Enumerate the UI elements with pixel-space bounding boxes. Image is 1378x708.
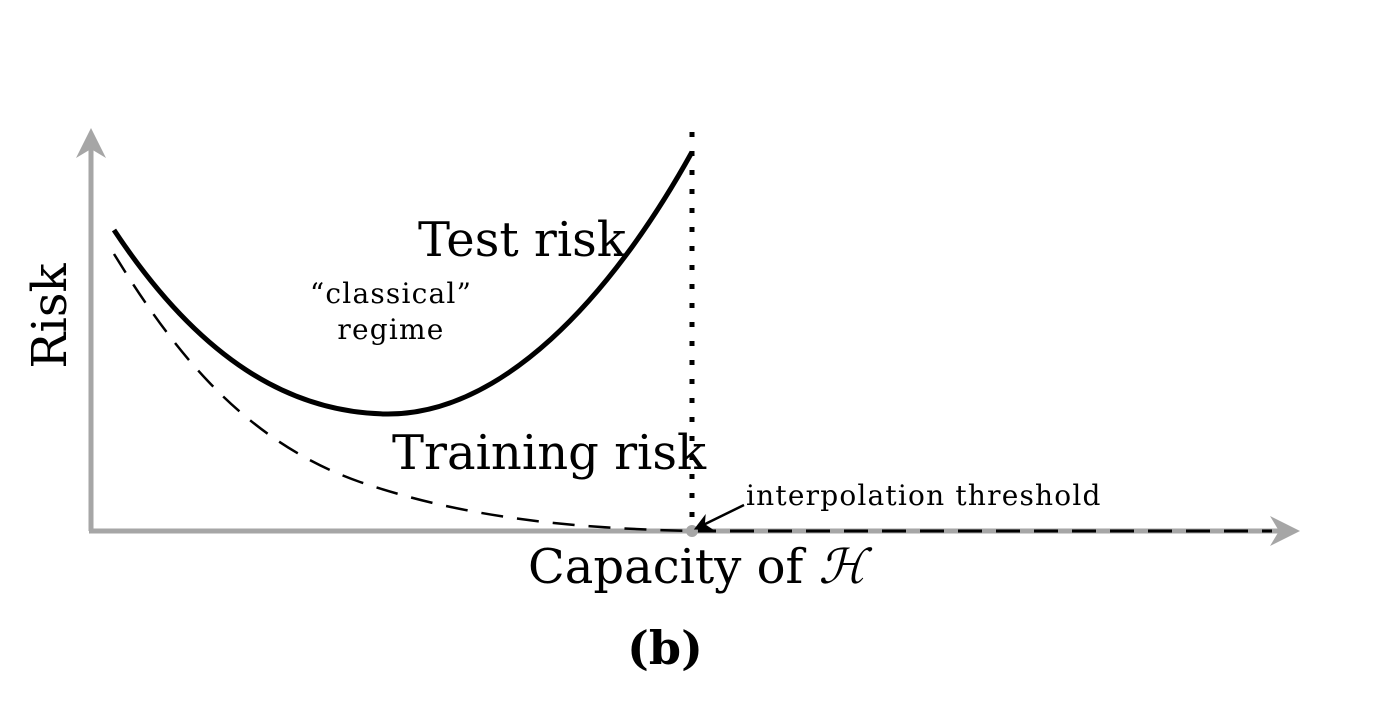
hypothesis-class-symbol: ℋ [819, 539, 873, 595]
regime-label-line1: “classical” [310, 277, 472, 310]
training-risk-curve [112, 253, 693, 533]
test-risk-curve [111, 150, 695, 417]
x-axis-label-text: Capacity of [528, 539, 819, 595]
training-risk-label: Training risk [392, 425, 707, 481]
regime-label-line2: regime [337, 313, 444, 346]
figure-caption: (b) [627, 621, 703, 675]
threshold-point [686, 525, 698, 537]
threshold-label: interpolation threshold [746, 479, 1102, 512]
y-axis-label: Risk [22, 262, 78, 368]
test-risk-label: Test risk [418, 212, 627, 268]
threshold-annotation-arrow [693, 503, 745, 530]
x-axis-label: Capacity of ℋ [528, 539, 873, 595]
